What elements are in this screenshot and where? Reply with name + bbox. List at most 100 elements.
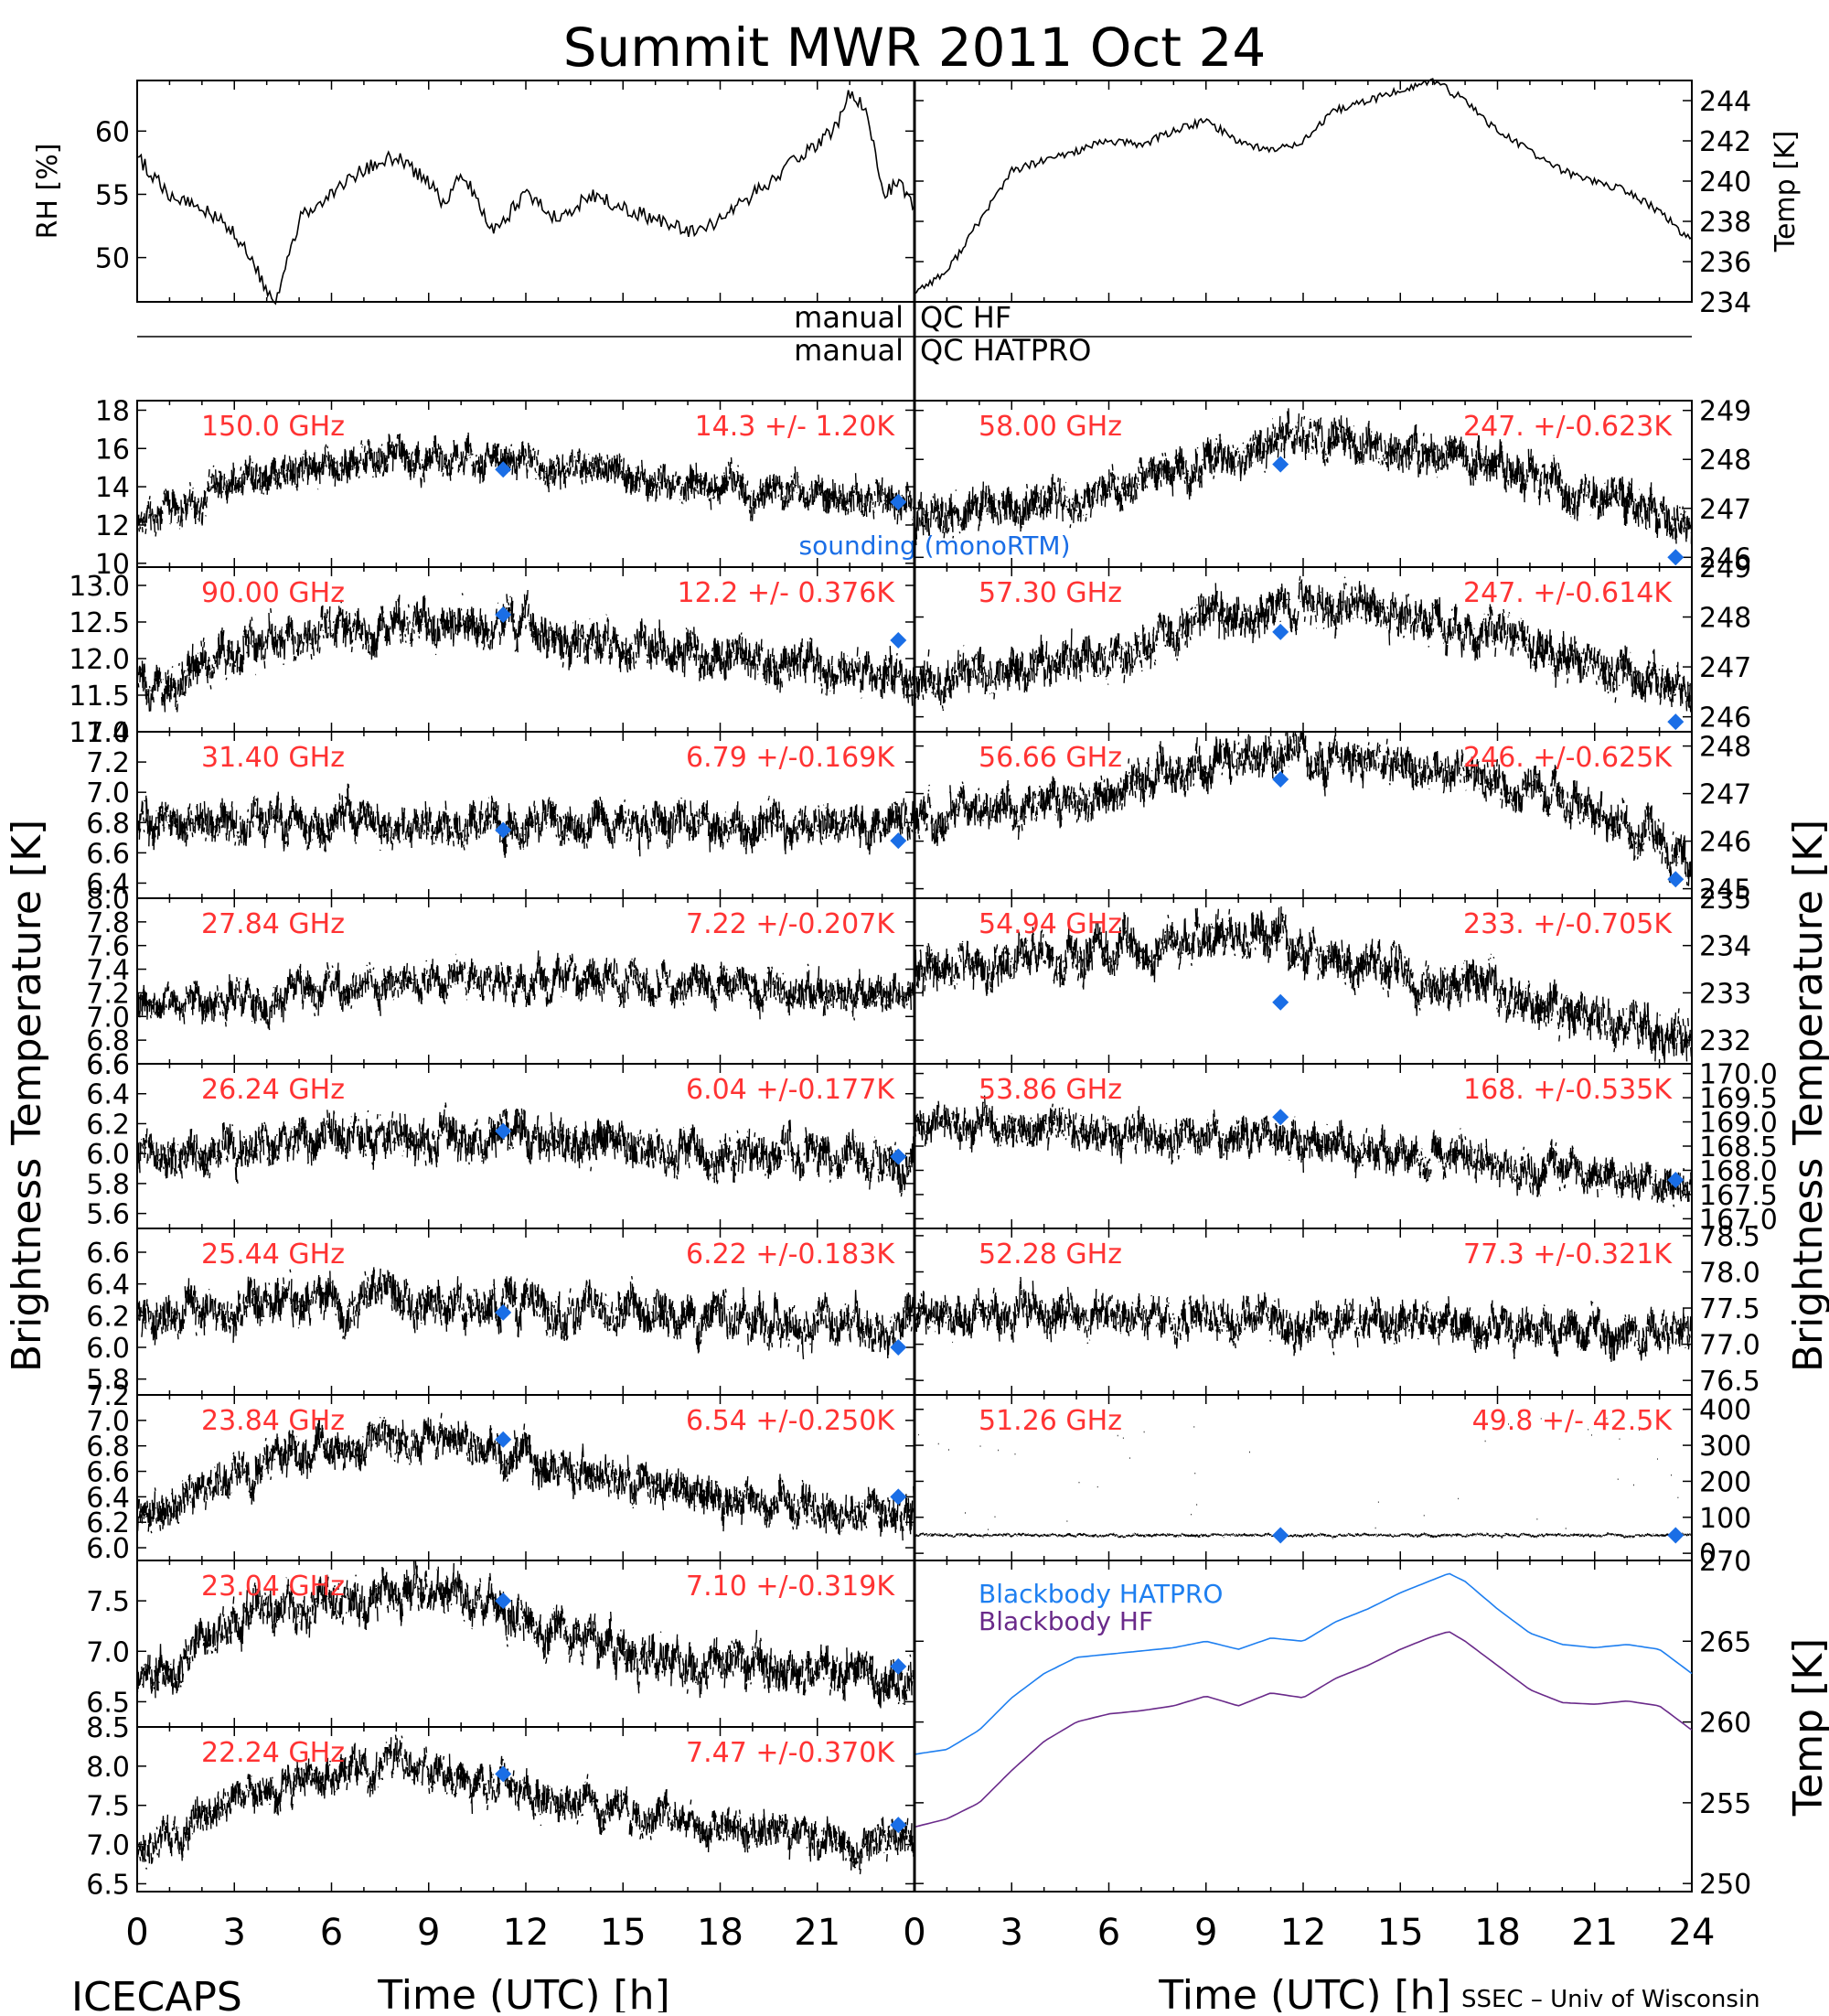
x-tick-label: 24 (1669, 1912, 1716, 1954)
R1-channel-label: 57.30 GHz (979, 577, 1122, 609)
L2-y-tick-label: 7.4 (86, 717, 130, 749)
L1-sounding-marker (890, 632, 907, 649)
L8-y-tick-label: 7.0 (86, 1830, 130, 1862)
L4-channel-label: 26.24 GHz (201, 1074, 345, 1106)
blackbody-series-line (914, 1631, 1693, 1828)
x-tick-label: 0 (903, 1912, 925, 1954)
L5-sounding-marker (495, 1303, 512, 1321)
L5-y-tick-label: 6.0 (86, 1333, 130, 1365)
R0-sounding-marker (1272, 456, 1289, 473)
R4-y-tick-label: 167.5 (1699, 1180, 1778, 1212)
R3-sounding-marker (1272, 993, 1289, 1011)
rh-y-tick-label: 55 (95, 179, 130, 211)
x-tick-label: 12 (503, 1912, 550, 1954)
R6-y-tick-label: 400 (1699, 1395, 1751, 1427)
R4-y-tick-label: 169.0 (1699, 1108, 1778, 1140)
R4-sounding-marker (1272, 1109, 1289, 1126)
qc-right-bottom: QC HATPRO (920, 333, 1091, 368)
L0-y-tick-label: 12 (95, 510, 130, 542)
blackbody-y-axis-label: Temp [K] (1785, 1638, 1829, 1817)
L6-sounding-marker (890, 1488, 907, 1506)
L7-channel-label: 23.04 GHz (201, 1571, 345, 1603)
L4-y-tick-label: 6.6 (86, 1049, 130, 1081)
qc-left-bottom: manual (794, 333, 904, 368)
L7-y-tick-label: 7.0 (86, 1636, 130, 1668)
L2-stat-label: 6.79 +/-0.169K (686, 742, 895, 774)
L1-y-tick-label: 12.5 (69, 607, 130, 639)
R2-channel-label: 56.66 GHz (979, 742, 1122, 774)
x-tick-label: 3 (223, 1912, 246, 1954)
right-y-axis-label: Brightness Temperature [K] (1785, 820, 1829, 1372)
legend-entry: Blackbody HF (979, 1606, 1153, 1636)
left-y-axis-label: Brightness Temperature [K] (4, 820, 50, 1372)
x-tick-label: 15 (1377, 1912, 1424, 1954)
L4-panel: 5.65.86.06.26.46.6 26.24 GHz 6.04 +/-0.177… (86, 1049, 915, 1231)
L0-y-tick-label: 14 (95, 472, 130, 504)
L2-y-tick-label: 6.6 (86, 838, 130, 870)
L3-y-tick-label: 7.2 (86, 978, 130, 1010)
L0-sounding-marker (890, 493, 907, 510)
L8-sounding-marker (890, 1817, 907, 1834)
L4-stat-label: 6.04 +/-0.177K (686, 1074, 895, 1106)
L1-y-tick-label: 13.0 (69, 571, 130, 603)
blackbody-y-tick-label: 260 (1699, 1708, 1751, 1740)
R6-channel-label: 51.26 GHz (979, 1405, 1122, 1437)
x-tick-label: 0 (125, 1912, 148, 1954)
L1-y-tick-label: 11.0 (69, 717, 130, 749)
L1-y-tick-label: 12.0 (69, 644, 130, 676)
footer-left: ICECAPS (71, 1974, 242, 2012)
L3-y-tick-label: 6.6 (86, 1049, 130, 1081)
R0-stat-label: 247. +/-0.623K (1463, 411, 1673, 443)
qc-right-top: QC HF (920, 300, 1011, 335)
R5-channel-label: 52.28 GHz (979, 1239, 1122, 1271)
L5-y-tick-label: 6.2 (86, 1301, 130, 1333)
L3-y-tick-label: 7.0 (86, 1002, 130, 1034)
R4-sounding-marker (1667, 1172, 1685, 1189)
R2-y-tick-label: 245 (1699, 874, 1751, 906)
temp-y-tick-label: 240 (1699, 166, 1751, 198)
R0-y-tick-label: 248 (1699, 445, 1751, 477)
L6-trace (137, 1412, 914, 1541)
L3-channel-label: 27.84 GHz (201, 908, 345, 940)
temp-y-tick-label: 234 (1699, 287, 1751, 319)
L0-stat-label: 14.3 +/- 1.20K (695, 411, 896, 443)
L4-y-tick-label: 6.0 (86, 1139, 130, 1171)
R6-stat-label: 49.8 +/- 42.5K (1472, 1405, 1674, 1437)
L0-panel: 10 12 14 16 18 150.0 GHz 14.3 +/- 1.20K soundin… (95, 395, 1071, 580)
L2-trace (137, 783, 914, 858)
L2-y-tick-label: 6.8 (86, 808, 130, 840)
temp-y-tick-label: 236 (1699, 247, 1751, 279)
L0-y-tick-label: 16 (95, 434, 130, 466)
L2-channel-label: 31.40 GHz (201, 742, 345, 774)
blackbody-y-tick-label: 255 (1699, 1788, 1751, 1820)
L1-panel: 11.0 11.5 12.0 12.5 13.0 90.00 GHz 12.2 +/- 0.… (69, 566, 915, 749)
L7-y-tick-label: 7.5 (86, 1586, 130, 1618)
L5-panel: 5.86.06.26.46.6 25.44 GHz 6.22 +/-0.183K (86, 1228, 915, 1397)
blackbody-y-tick-label: 270 (1699, 1546, 1751, 1578)
R3-y-tick-label: 233 (1699, 978, 1751, 1010)
x-tick-label: 6 (320, 1912, 343, 1954)
L1-y-tick-label: 11.5 (69, 681, 130, 713)
R1-sounding-marker (1667, 713, 1685, 731)
x-tick-label: 21 (1571, 1912, 1618, 1954)
L6-panel: 6.06.26.46.66.87.07.2 23.84 GHz 6.54 +/-0.… (86, 1380, 915, 1565)
L1-stat-label: 12.2 +/- 0.376K (678, 577, 896, 609)
L4-y-tick-label: 6.4 (86, 1079, 130, 1111)
L2-y-tick-label: 6.4 (86, 868, 130, 900)
blackbody-y-tick-label: 250 (1699, 1869, 1751, 1901)
L5-channel-label: 25.44 GHz (201, 1239, 345, 1271)
L3-stat-label: 7.22 +/-0.207K (686, 908, 895, 940)
blackbody-series-line (914, 1572, 1693, 1755)
L6-channel-label: 23.84 GHz (201, 1405, 345, 1437)
R1-sounding-marker (1272, 623, 1289, 640)
R4-trace (914, 1095, 1692, 1207)
footer-right: SSEC – Univ of Wisconsin (1461, 1986, 1760, 2012)
R1-y-tick-label: 246 (1699, 702, 1751, 735)
x-tick-label: 18 (1474, 1912, 1521, 1954)
L5-stat-label: 6.22 +/-0.183K (686, 1239, 895, 1271)
R4-stat-label: 168. +/-0.535K (1463, 1074, 1673, 1106)
L6-y-tick-label: 6.2 (86, 1507, 130, 1539)
